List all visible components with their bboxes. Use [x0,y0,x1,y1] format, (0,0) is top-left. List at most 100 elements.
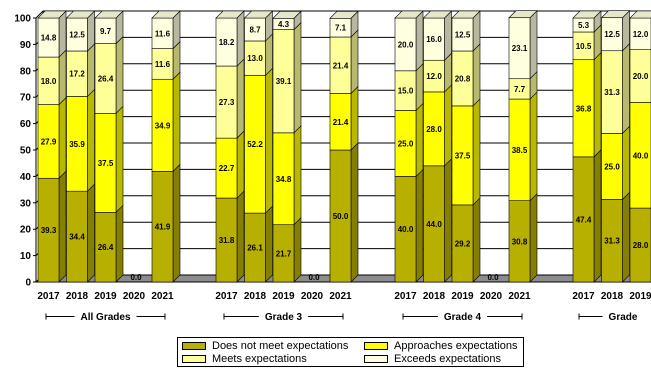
data-label: 39.1 [276,77,292,86]
data-label: 30.8 [512,237,528,246]
data-label: 0.0 [308,273,320,282]
x-tick-label: 2021 [151,291,174,302]
data-label: 26.4 [98,243,114,252]
bar-segment-side [236,130,245,199]
bar-segment-side [115,35,124,115]
legend-swatch [182,355,206,363]
y-tick-label: 80 [20,66,32,77]
data-label: 17.2 [69,70,85,79]
data-label: 9.7 [100,27,112,36]
group-label: Grade 3 [265,312,303,323]
group-label: Grade [609,312,638,323]
data-label: 12.5 [69,31,85,40]
data-label: 18.0 [41,77,57,86]
bar-segment-side [529,192,538,283]
bar-top [272,10,302,19]
data-label: 20.0 [633,72,649,81]
data-label: 7.7 [514,85,526,94]
data-label: 36.8 [576,104,592,113]
data-label: 0.0 [487,273,499,282]
bar-segment-side [622,191,630,283]
x-tick-label: 2017 [572,291,595,302]
x-tick-label: 2020 [123,291,146,302]
data-label: 13.0 [247,54,263,63]
data-label: 34.9 [155,121,171,130]
legend-label: Approaches expectations [394,340,518,352]
legend-label: Exceeds expectations [394,353,502,365]
data-label: 28.0 [426,125,442,134]
bar-segment-side [472,197,481,283]
x-tick-label: 2019 [94,291,117,302]
data-label: 27.3 [219,98,235,107]
y-tick-label: 60 [20,119,32,130]
bar-segment-side [593,149,602,283]
x-tick-label: 2018 [244,291,267,302]
bar-segment-side [58,10,67,58]
data-label: 34.8 [276,175,292,184]
data-label: 47.4 [576,215,592,224]
legend-label: Meets expectations [212,353,307,365]
bar-segment-side [472,43,481,107]
legend-swatch [364,355,388,363]
data-label: 10.5 [576,42,592,51]
legend-item-meets: Meets expectations [182,353,307,365]
bar-top [37,10,67,19]
x-tick-label: 2020 [480,291,503,302]
data-label: 40.0 [398,225,414,234]
y-tick-label: 70 [20,93,32,104]
bar-segment-side [350,29,359,95]
bar-segment-side [593,51,602,158]
data-label: 23.1 [512,44,528,53]
data-label: 20.8 [455,74,471,83]
data-label: 26.1 [247,244,263,253]
bar-top [65,10,96,19]
group-labels: All Grades Grade 3 Grade 4 Grade [45,312,638,323]
y-tick-label: 0 [25,278,31,289]
legend-label: Does not meet expectations [212,340,349,352]
data-label: 21.4 [333,118,349,127]
data-label: 37.5 [455,151,471,160]
data-label: 12.0 [426,72,442,81]
bar-segment-side [87,183,95,283]
bar-segment-side [293,125,302,226]
bar-segment-side [415,63,424,112]
data-label: 20.0 [398,40,414,49]
y-tick-label: 50 [20,146,32,157]
x-tick-label: 2018 [66,291,89,302]
bar-top [394,10,424,19]
bar-segment-side [87,43,95,98]
data-label: 8.7 [249,25,261,34]
bar-segment-side [172,71,181,173]
data-label: 22.7 [219,164,235,173]
bar-segment-side [350,142,359,283]
bar-segment-side [115,105,124,214]
x-tick-label: 2018 [601,291,624,302]
data-label: 39.3 [41,226,57,235]
data-label: 25.0 [604,162,620,171]
data-label: 14.8 [41,34,57,43]
bar-top [151,10,181,19]
x-tick-label: 2019 [272,291,295,302]
bar-segment-side [415,168,424,283]
data-label: 28.0 [633,241,649,250]
bar-segment-side [58,170,67,283]
bar-top [94,10,124,19]
bar-top [422,10,453,19]
x-tick-label: 2019 [451,291,474,302]
x-tick-label: 2021 [508,291,531,302]
x-tick-label: 2018 [423,291,446,302]
data-label: 21.4 [333,61,349,70]
data-label: 38.5 [512,146,528,155]
bar-segment-side [415,102,424,178]
bar-segment-side [236,10,245,67]
bar-top [243,10,274,19]
bar-segment-side [529,10,538,80]
bar-top [572,10,602,19]
x-tick-label: 2021 [329,291,352,302]
bar-segment-side [265,205,273,283]
data-label: 18.2 [219,38,235,47]
bar-segment-side [444,10,452,61]
bar-segment-side [87,88,95,192]
x-tick-label: 2017 [215,291,238,302]
group-label: Grade 4 [444,312,482,323]
